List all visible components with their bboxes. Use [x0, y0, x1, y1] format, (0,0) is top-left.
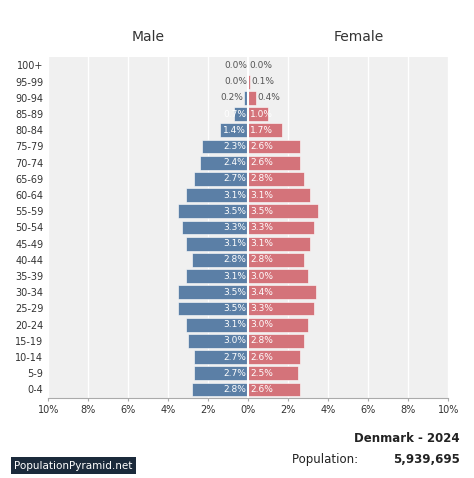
- Bar: [192, 253, 248, 267]
- Text: 2.6%: 2.6%: [250, 353, 273, 361]
- Text: 2.5%: 2.5%: [250, 369, 273, 378]
- Bar: [194, 172, 248, 186]
- Text: Population:: Population:: [292, 453, 361, 466]
- Text: 2.8%: 2.8%: [250, 255, 273, 264]
- Text: 0.7%: 0.7%: [223, 109, 246, 119]
- Bar: [192, 382, 248, 396]
- Bar: [248, 382, 301, 396]
- Text: 3.0%: 3.0%: [250, 272, 273, 281]
- Bar: [186, 269, 248, 283]
- Text: 3.5%: 3.5%: [223, 304, 246, 313]
- Text: 2.7%: 2.7%: [223, 369, 246, 378]
- Bar: [248, 220, 314, 234]
- Bar: [201, 156, 248, 170]
- Bar: [244, 91, 248, 105]
- Bar: [220, 123, 248, 137]
- Bar: [248, 269, 308, 283]
- Text: 3.5%: 3.5%: [250, 207, 273, 216]
- Text: 2.8%: 2.8%: [250, 174, 273, 184]
- Bar: [234, 107, 248, 121]
- Bar: [186, 188, 248, 202]
- Text: 5,939,695: 5,939,695: [393, 453, 460, 466]
- Text: 3.1%: 3.1%: [223, 320, 246, 329]
- Bar: [248, 366, 298, 380]
- Bar: [188, 334, 248, 348]
- Bar: [248, 156, 301, 170]
- Text: 3.1%: 3.1%: [223, 191, 246, 199]
- Text: 3.3%: 3.3%: [250, 223, 273, 232]
- Text: PopulationPyramid.net: PopulationPyramid.net: [14, 461, 133, 471]
- Text: 0.1%: 0.1%: [251, 77, 274, 86]
- Text: 3.3%: 3.3%: [223, 223, 246, 232]
- Text: 3.0%: 3.0%: [223, 337, 246, 346]
- Text: 3.1%: 3.1%: [250, 191, 273, 199]
- Text: 2.8%: 2.8%: [250, 337, 273, 346]
- Text: 1.4%: 1.4%: [223, 126, 246, 135]
- Bar: [194, 350, 248, 364]
- Bar: [182, 220, 248, 234]
- Text: 3.4%: 3.4%: [250, 288, 273, 297]
- Text: 2.4%: 2.4%: [224, 158, 246, 167]
- Text: 0.0%: 0.0%: [224, 77, 247, 86]
- Bar: [248, 334, 304, 348]
- Bar: [248, 205, 318, 218]
- Text: 2.8%: 2.8%: [223, 385, 246, 394]
- Bar: [248, 302, 314, 315]
- Bar: [248, 350, 301, 364]
- Text: 3.3%: 3.3%: [250, 304, 273, 313]
- Text: 0.0%: 0.0%: [249, 61, 272, 70]
- Text: 2.8%: 2.8%: [223, 255, 246, 264]
- Bar: [248, 285, 316, 299]
- Text: Female: Female: [333, 31, 383, 44]
- Bar: [178, 205, 248, 218]
- Text: 3.0%: 3.0%: [250, 320, 273, 329]
- Bar: [248, 237, 310, 250]
- Text: 3.5%: 3.5%: [223, 207, 246, 216]
- Text: 2.3%: 2.3%: [223, 142, 246, 151]
- Bar: [248, 253, 304, 267]
- Bar: [248, 107, 268, 121]
- Text: 2.6%: 2.6%: [250, 142, 273, 151]
- Bar: [248, 140, 301, 153]
- Bar: [178, 285, 248, 299]
- Text: 0.2%: 0.2%: [220, 93, 243, 102]
- Text: 0.4%: 0.4%: [257, 93, 280, 102]
- Text: 2.6%: 2.6%: [250, 158, 273, 167]
- Text: 3.1%: 3.1%: [250, 239, 273, 248]
- Text: 2.7%: 2.7%: [223, 353, 246, 361]
- Text: 3.1%: 3.1%: [223, 239, 246, 248]
- Text: Denmark - 2024: Denmark - 2024: [354, 432, 460, 445]
- Bar: [194, 366, 248, 380]
- Text: 0.0%: 0.0%: [224, 61, 247, 70]
- Text: 2.6%: 2.6%: [250, 385, 273, 394]
- Text: 3.5%: 3.5%: [223, 288, 246, 297]
- Bar: [202, 140, 248, 153]
- Bar: [248, 318, 308, 332]
- Text: 3.1%: 3.1%: [223, 272, 246, 281]
- Bar: [248, 75, 250, 88]
- Bar: [186, 237, 248, 250]
- Text: Male: Male: [132, 31, 165, 44]
- Bar: [248, 172, 304, 186]
- Bar: [248, 91, 256, 105]
- Text: 1.7%: 1.7%: [250, 126, 273, 135]
- Bar: [186, 318, 248, 332]
- Bar: [178, 302, 248, 315]
- Bar: [248, 188, 310, 202]
- Text: 2.7%: 2.7%: [223, 174, 246, 184]
- Text: 1.0%: 1.0%: [250, 109, 273, 119]
- Bar: [248, 123, 283, 137]
